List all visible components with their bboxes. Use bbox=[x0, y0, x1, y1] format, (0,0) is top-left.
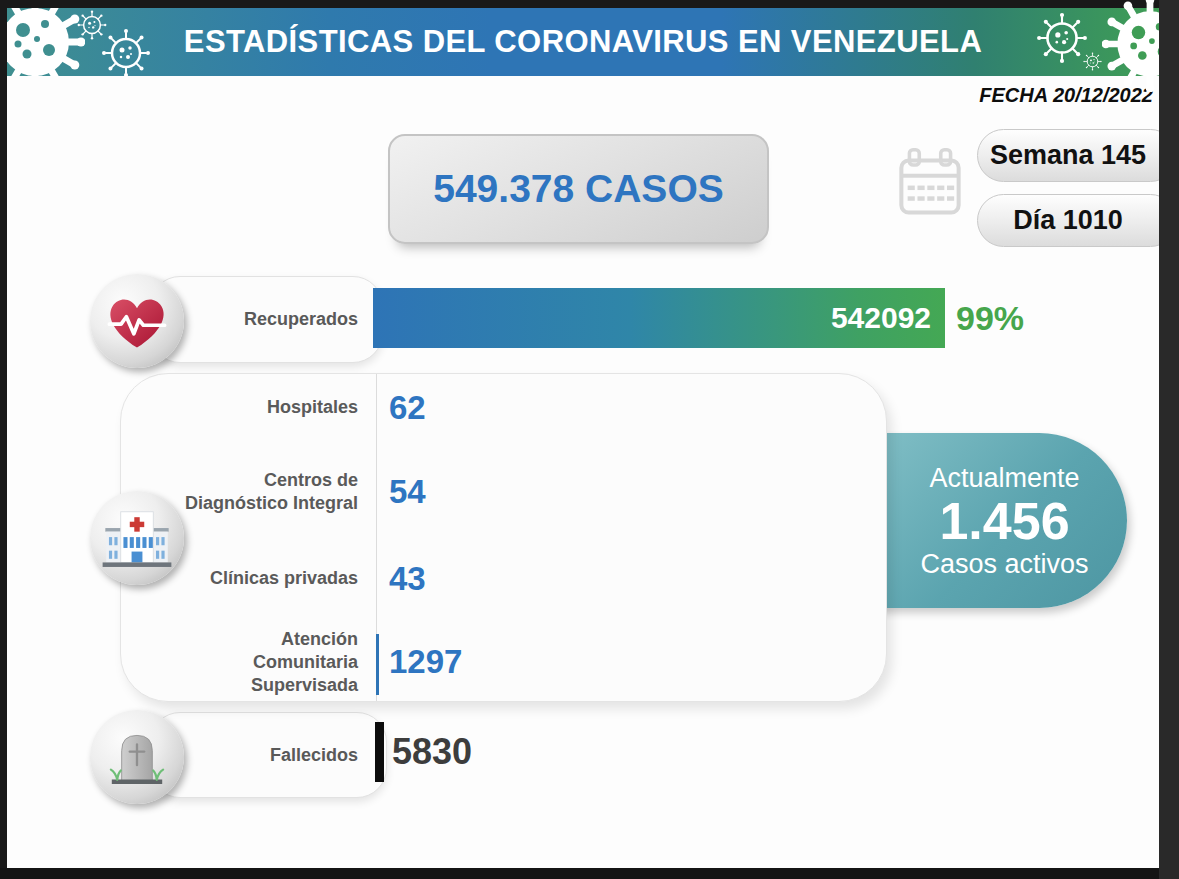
facility-value: 43 bbox=[389, 559, 426, 599]
deaths-badge bbox=[90, 710, 184, 804]
deaths-label: Fallecidos bbox=[270, 745, 358, 766]
bottom-border bbox=[0, 868, 1179, 879]
active-title: Actualmente bbox=[929, 463, 1079, 493]
week-badge: Semana 145 bbox=[977, 129, 1177, 182]
hospital-icon bbox=[99, 506, 175, 570]
tombstone-icon bbox=[101, 727, 173, 787]
facility-label: Hospitales bbox=[121, 396, 358, 419]
recovered-bar: 542092 bbox=[373, 288, 945, 348]
right-scroll-strip bbox=[1159, 0, 1179, 879]
recovered-label-box: Recuperados bbox=[150, 276, 383, 363]
page-title: ESTADÍSTICAS DEL CORONAVIRUS EN VENEZUEL… bbox=[184, 24, 982, 60]
recovered-percent: 99% bbox=[956, 288, 1024, 348]
recovered-value: 542092 bbox=[831, 301, 931, 335]
active-value: 1.456 bbox=[939, 493, 1069, 549]
deaths-bar bbox=[375, 722, 384, 782]
facility-value: 1297 bbox=[389, 642, 462, 682]
header-banner: ESTADÍSTICAS DEL CORONAVIRUS EN VENEZUEL… bbox=[7, 8, 1159, 76]
day-badge: Día 1010 bbox=[977, 194, 1177, 247]
recovered-badge bbox=[90, 274, 184, 368]
active-cases-box: Actualmente 1.456 Casos activos bbox=[862, 433, 1127, 608]
deaths-label-box: Fallecidos bbox=[150, 712, 387, 798]
community-care-bar bbox=[376, 634, 379, 695]
virus-icon bbox=[7, 8, 85, 76]
facilities-box: Hospitales 62 Centros de Diagnóstico Int… bbox=[120, 373, 887, 702]
deaths-value: 5830 bbox=[392, 722, 472, 782]
infographic-page: ESTADÍSTICAS DEL CORONAVIRUS EN VENEZUEL… bbox=[0, 0, 1179, 879]
facility-value: 54 bbox=[389, 472, 426, 512]
facility-value: 62 bbox=[389, 388, 426, 428]
heart-icon bbox=[103, 290, 171, 352]
hospital-badge bbox=[90, 491, 184, 585]
virus-icon bbox=[1036, 12, 1088, 64]
left-border bbox=[0, 0, 7, 879]
top-border bbox=[0, 0, 1179, 8]
total-cases-value: 549.378 CASOS bbox=[433, 167, 724, 211]
facility-label: Atención Comunitaria Supervisada bbox=[121, 628, 358, 697]
virus-icon bbox=[1083, 52, 1102, 71]
calendar-icon bbox=[896, 144, 964, 220]
recovered-label: Recuperados bbox=[244, 309, 358, 330]
total-cases-box: 549.378 CASOS bbox=[388, 134, 769, 244]
virus-icon bbox=[101, 28, 151, 76]
active-subtitle: Casos activos bbox=[920, 549, 1088, 579]
